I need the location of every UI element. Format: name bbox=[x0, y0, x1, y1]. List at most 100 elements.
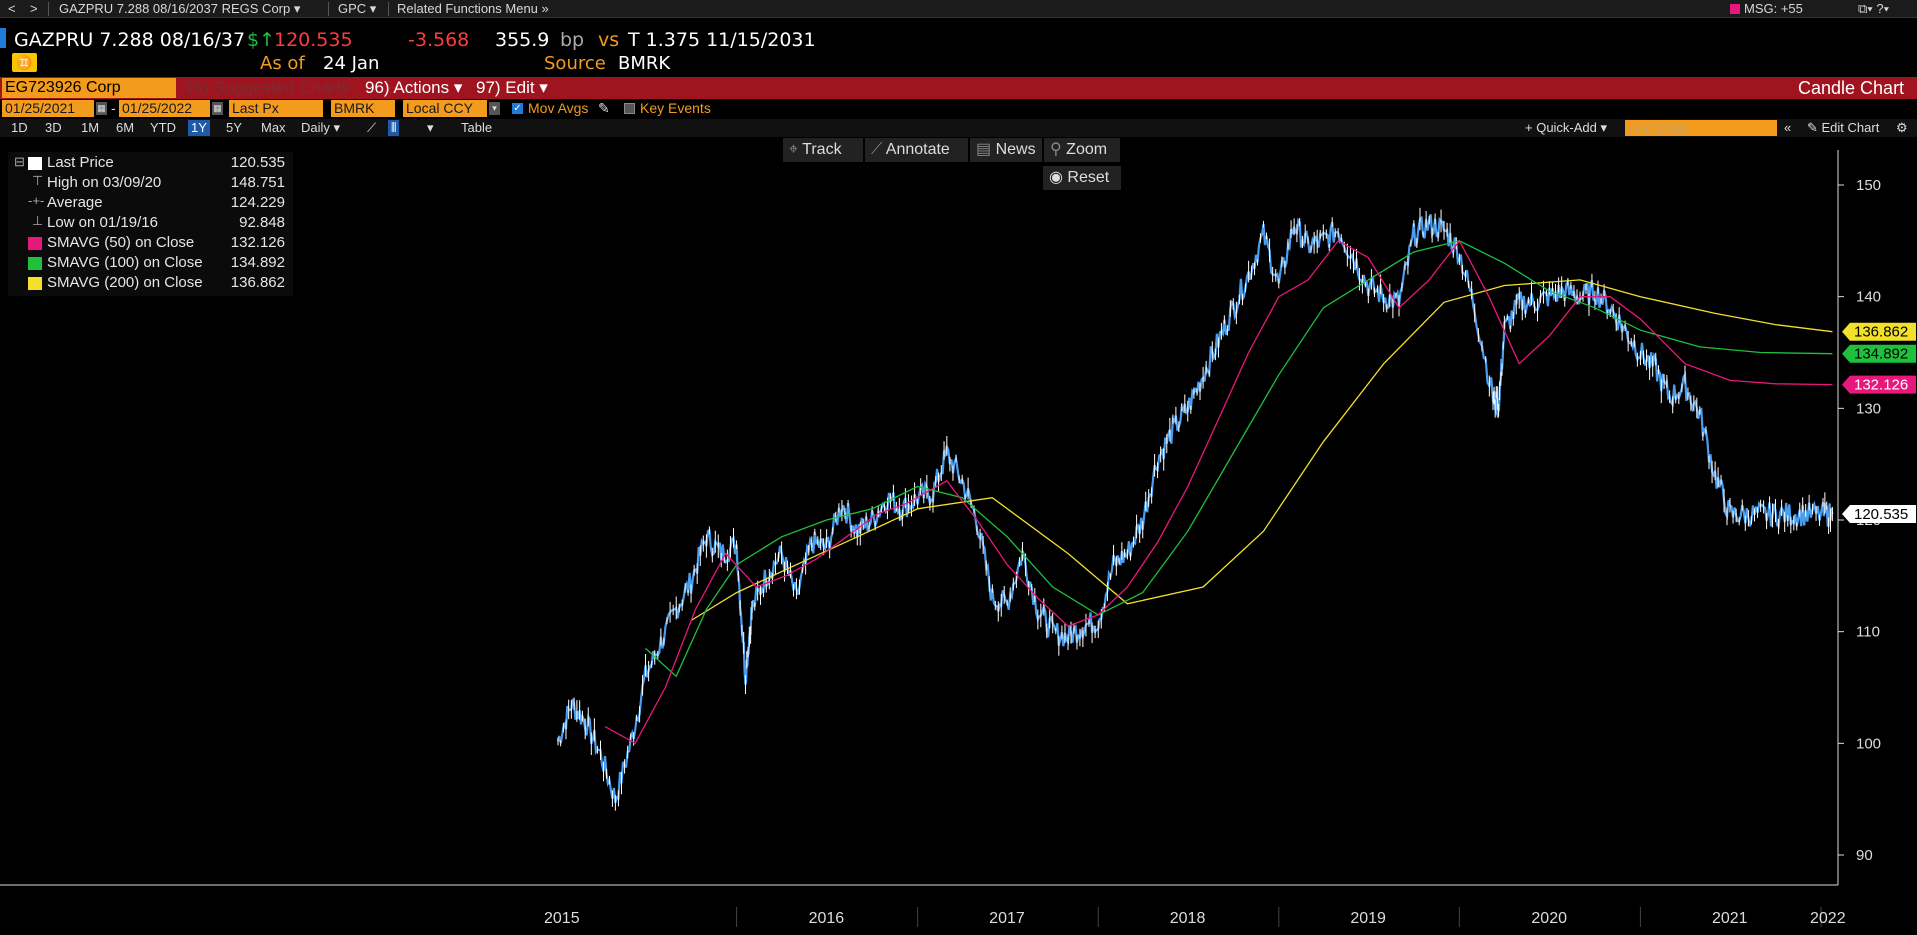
chart-style-dropdown-icon[interactable]: ▾ bbox=[427, 120, 434, 135]
zoom-button[interactable]: ⚲ Zoom bbox=[1044, 138, 1120, 162]
chart-legend: ⊟ Last Price 120.535 ⊤ High on 03/09/20 … bbox=[8, 152, 293, 296]
y-tick-label: 100 bbox=[1856, 735, 1881, 752]
frequency-select[interactable]: Daily ▾ bbox=[301, 120, 341, 135]
legend-sma50[interactable]: SMAVG (50) on Close 132.126 bbox=[8, 233, 293, 253]
table-button[interactable]: Table bbox=[461, 120, 493, 135]
window-controls[interactable]: ⧉▾ ?▾ bbox=[1858, 1, 1890, 16]
actions-menu[interactable]: 96) Actions ▾ bbox=[365, 78, 463, 97]
legend-low[interactable]: ⊥ Low on 01/19/16 92.848 bbox=[8, 213, 293, 233]
start-calendar-icon[interactable]: ▦ bbox=[96, 102, 107, 115]
collapse-icon[interactable]: « bbox=[1784, 120, 1792, 135]
quote-header: GAZPRU 7.288 08/16/37 $↑ 120.535 -3.568 … bbox=[0, 27, 1917, 55]
annotate-label: Annotate bbox=[885, 141, 950, 158]
candle-chart-icon[interactable]: ⫴ bbox=[388, 120, 400, 136]
x-tick-label: 2022 bbox=[1810, 910, 1846, 927]
news-icon: ▤ bbox=[976, 141, 992, 158]
x-tick-label: 2021 bbox=[1712, 910, 1748, 927]
key-events-label[interactable]: Key Events bbox=[640, 100, 711, 116]
price-series-line bbox=[556, 214, 1834, 804]
track-icon: ⌖ bbox=[789, 141, 799, 158]
x-tick-label: 2017 bbox=[989, 910, 1025, 927]
as-of-label: As of bbox=[260, 53, 305, 74]
currency-dropdown-icon[interactable]: ▾ bbox=[489, 102, 500, 115]
period-1d[interactable]: 1D bbox=[11, 120, 28, 135]
edit-menu[interactable]: 97) Edit ▾ bbox=[476, 78, 548, 97]
active-window-marker bbox=[0, 28, 6, 48]
mov-avgs-label[interactable]: Mov Avgs bbox=[528, 100, 589, 116]
mov-avgs-checkbox[interactable]: ✓ bbox=[512, 103, 523, 114]
legend-label: Low on 01/19/16 bbox=[47, 214, 158, 231]
source-label: Source bbox=[544, 53, 606, 74]
message-icon bbox=[1730, 4, 1740, 14]
last-price-swatch bbox=[28, 157, 42, 170]
pencil-icon[interactable]: ✎ bbox=[598, 100, 610, 116]
period-1y[interactable]: 1Y bbox=[188, 120, 210, 136]
as-of-date: 24 Jan bbox=[323, 53, 380, 74]
quick-add-button[interactable]: + Quick-Add ▾ bbox=[1525, 120, 1608, 135]
back-button[interactable]: < bbox=[8, 1, 16, 16]
end-date-field[interactable]: 01/25/2022 bbox=[119, 100, 210, 117]
annotate-button[interactable]: ⟋ Annotate bbox=[865, 138, 968, 162]
track-label: Track bbox=[802, 141, 842, 158]
sma100-swatch bbox=[28, 257, 42, 270]
settings-gear-icon[interactable]: ⚙ bbox=[1896, 120, 1908, 135]
legend-label: Average bbox=[47, 194, 103, 211]
edit-chart-button[interactable]: ✎ Edit Chart bbox=[1807, 120, 1880, 135]
period-6m[interactable]: 6M bbox=[116, 120, 135, 135]
reset-label: Reset bbox=[1067, 169, 1110, 186]
vs-label: vs bbox=[598, 29, 620, 51]
source-field[interactable]: BMRK bbox=[331, 100, 395, 117]
y-tick-label: 140 bbox=[1856, 289, 1881, 306]
legend-last-price[interactable]: Last Price 120.535 bbox=[8, 153, 293, 173]
related-functions-menu[interactable]: Related Functions Menu » bbox=[397, 1, 549, 16]
chart-type-label: Candle Chart bbox=[1798, 78, 1905, 98]
x-tick-label: 2019 bbox=[1350, 910, 1386, 927]
y-tick-label: 90 bbox=[1856, 847, 1873, 864]
collapse-legend-icon[interactable]: ⊟ bbox=[14, 154, 25, 169]
sma100-value-tag-bg bbox=[1842, 344, 1916, 363]
source-value: BMRK bbox=[618, 53, 671, 74]
low-marker-icon: ⊥ bbox=[32, 213, 44, 228]
period-3d[interactable]: 3D bbox=[45, 120, 62, 135]
legend-label: SMAVG (200) on Close bbox=[47, 274, 203, 291]
legend-high[interactable]: ⊤ High on 03/09/20 148.751 bbox=[8, 173, 293, 193]
key-events-checkbox[interactable] bbox=[624, 103, 635, 114]
sma200-value-tag-bg bbox=[1842, 322, 1916, 341]
period-max[interactable]: Max bbox=[261, 120, 286, 135]
track-button[interactable]: ⌖ Track bbox=[783, 138, 863, 162]
end-calendar-icon[interactable]: ▦ bbox=[212, 102, 223, 115]
reset-icon: ◉ bbox=[1049, 169, 1063, 186]
period-ytd[interactable]: YTD bbox=[150, 120, 176, 135]
sma100-line bbox=[645, 240, 1833, 678]
sma50-value-tag-bg bbox=[1842, 375, 1916, 394]
gpc-dropdown[interactable]: GPC ▾ bbox=[338, 1, 377, 16]
news-button[interactable]: ▤ News bbox=[970, 138, 1042, 162]
line-chart-icon[interactable]: ⟋ bbox=[367, 120, 377, 135]
legend-sma200[interactable]: SMAVG (200) on Close 136.862 bbox=[8, 273, 293, 293]
last-price-value-tag: 120.535 bbox=[1854, 506, 1908, 523]
legend-sma100[interactable]: SMAVG (100) on Close 134.892 bbox=[8, 253, 293, 273]
high-marker-icon: ⊤ bbox=[32, 173, 44, 188]
legend-value: 92.848 bbox=[239, 214, 285, 231]
benchmark-bond: T 1.375 11/15/2031 bbox=[628, 29, 816, 51]
price-field-select[interactable]: Last Px bbox=[229, 100, 323, 117]
add-data-input[interactable]: Add Data bbox=[1625, 120, 1777, 136]
spread-value: 355.9 bbox=[495, 29, 550, 51]
security-dropdown[interactable]: GAZPRU 7.288 08/16/2037 REGS Corp ▾ bbox=[59, 1, 301, 16]
reset-button[interactable]: ◉ Reset bbox=[1043, 166, 1121, 190]
period-5y[interactable]: 5Y bbox=[226, 120, 242, 135]
legend-value: 132.126 bbox=[230, 234, 285, 251]
messages-indicator[interactable]: MSG: +55 bbox=[1730, 1, 1803, 16]
period-1m[interactable]: 1M bbox=[81, 120, 100, 135]
suggested-charts-button[interactable]: 96) Suggested Charts bbox=[184, 78, 350, 97]
forward-button[interactable]: > bbox=[30, 1, 38, 16]
currency-select[interactable]: Local CCY bbox=[403, 100, 487, 117]
security-id-field[interactable]: EG723926 Corp bbox=[2, 78, 176, 98]
net-change: -3.568 bbox=[408, 29, 470, 51]
sma200-value-tag: 136.862 bbox=[1854, 324, 1908, 341]
legend-average[interactable]: -+- Average 124.229 bbox=[8, 193, 293, 213]
sma200-swatch bbox=[28, 277, 42, 290]
bond-icon[interactable]: ♊ bbox=[12, 53, 37, 72]
start-date-field[interactable]: 01/25/2021 bbox=[2, 100, 94, 117]
